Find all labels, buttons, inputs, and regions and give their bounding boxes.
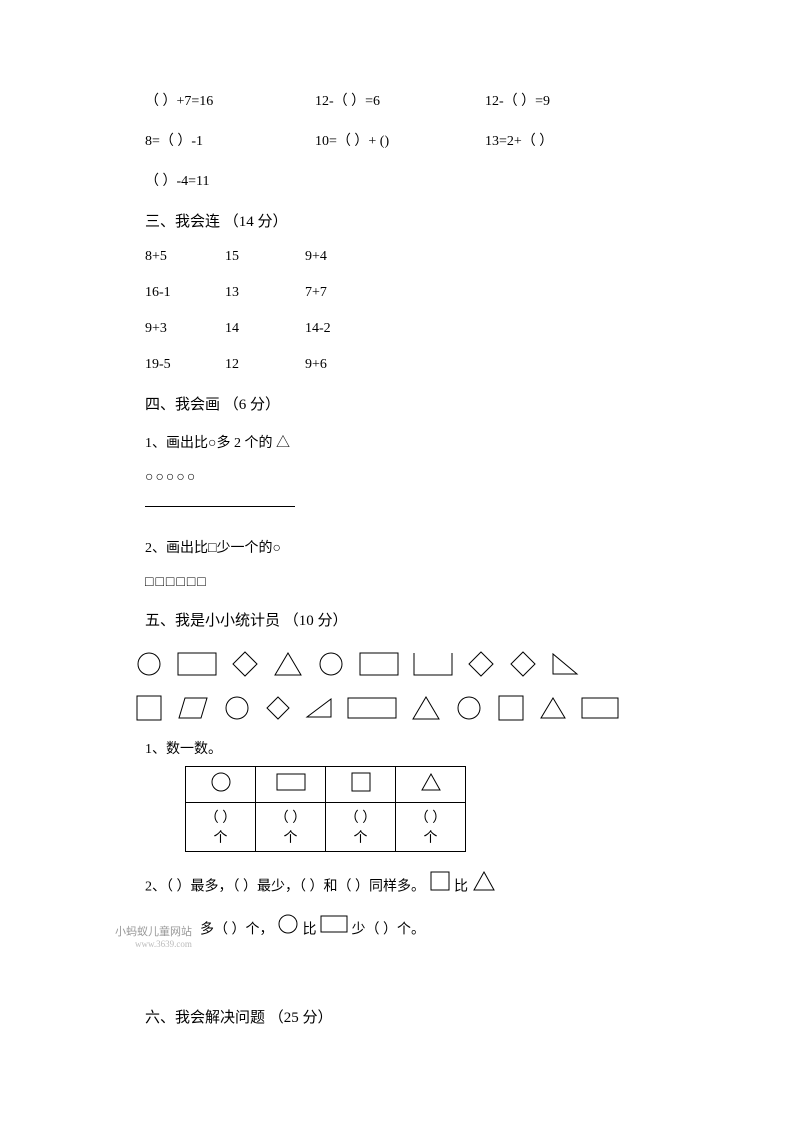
- m1b: 15: [225, 249, 265, 265]
- square-icon: [135, 694, 163, 722]
- watermark-url: www.3639.com: [135, 939, 192, 949]
- table-header-square: [326, 767, 396, 803]
- equation-row-3: （ ）-4=11: [145, 170, 648, 190]
- square-icon: [497, 694, 525, 722]
- circle-icon: [223, 694, 251, 722]
- circle-icon: [135, 650, 163, 678]
- diamond-icon: [509, 650, 537, 678]
- m4c: 9+6: [305, 357, 345, 373]
- triangle-icon: [472, 870, 496, 905]
- m1c: 9+4: [305, 249, 345, 265]
- eq-3a: （ ）-4=11: [145, 170, 265, 190]
- count-table: （ ）个 （ ）个 （ ）个 （ ）个: [185, 766, 466, 852]
- count-label: 1、数一数。: [145, 738, 648, 758]
- circles-row: ○○○○○: [145, 470, 648, 486]
- m3b: 14: [225, 321, 265, 337]
- table-cell-4: （ ）个: [396, 803, 466, 852]
- section-3-title: 三、我会连 （14 分）: [145, 210, 648, 231]
- q2-line1: 2、（ ）最多，（ ）最少，（ ）和（ ）同样多。: [145, 880, 425, 895]
- table-header-circle: [186, 767, 256, 803]
- m3a: 9+3: [145, 321, 185, 337]
- right-triangle-icon: [305, 697, 333, 719]
- section-6-title: 六、我会解决问题 （25 分）: [145, 1006, 648, 1027]
- m3c: 14-2: [305, 321, 345, 337]
- m1a: 8+5: [145, 249, 185, 265]
- answer-line: [145, 506, 295, 507]
- shape-row-2: [135, 694, 648, 722]
- match-row-1: 8+5 15 9+4: [145, 249, 648, 265]
- diamond-icon: [231, 650, 259, 678]
- watermark-text: 小蚂蚁儿童网站: [115, 923, 192, 939]
- equation-row-2: 8=（ ）-1 10=（ ）+ () 13=2+（ ）: [145, 130, 648, 150]
- diamond-icon: [467, 650, 495, 678]
- m2c: 7+7: [305, 285, 345, 301]
- triangle-icon: [411, 695, 441, 721]
- q2-line2a: 多（ ）个，: [200, 922, 274, 937]
- q2-line2: 多（ ）个， 比 少（ ）个。: [200, 913, 425, 948]
- triangle-icon: [539, 696, 567, 720]
- eq-1b: 12-（ ）=6: [315, 90, 435, 110]
- m4a: 19-5: [145, 357, 185, 373]
- eq-2a: 8=（ ）-1: [145, 130, 265, 150]
- section-5-title: 五、我是小小统计员 （10 分）: [145, 609, 648, 630]
- diamond-icon: [265, 695, 291, 721]
- section-4-q1: 1、画出比○多 2 个的 △: [145, 432, 648, 452]
- q2-line2b: 比: [303, 922, 317, 937]
- eq-2c: 13=2+（ ）: [485, 130, 605, 150]
- right-triangle-icon: [551, 652, 579, 676]
- eq-1a: （ ）+7=16: [145, 90, 265, 110]
- table-cell-2: （ ）个: [256, 803, 326, 852]
- open-rect-icon: [413, 652, 453, 676]
- q2-line2c: 少（ ）个。: [352, 922, 426, 937]
- rect-icon: [320, 915, 348, 946]
- equation-row-1: （ ）+7=16 12-（ ）=6 12-（ ）=9: [145, 90, 648, 110]
- match-row-3: 9+3 14 14-2: [145, 321, 648, 337]
- section-4-title: 四、我会画 （6 分）: [145, 393, 648, 414]
- rectangle-icon: [359, 652, 399, 676]
- table-cell-1: （ ）个: [186, 803, 256, 852]
- shape-row-1: [135, 650, 648, 678]
- triangle-icon: [273, 651, 303, 677]
- match-row-4: 19-5 12 9+6: [145, 357, 648, 373]
- shapes-area: [135, 650, 648, 722]
- table-cell-3: （ ）个: [326, 803, 396, 852]
- eq-2b: 10=（ ）+ (): [315, 130, 435, 150]
- parallelogram-icon: [177, 696, 209, 720]
- watermark-row: 小蚂蚁儿童网站 www.3639.com 多（ ）个， 比 少（ ）个。: [145, 913, 648, 956]
- table-header-rect: [256, 767, 326, 803]
- table-header-triangle: [396, 767, 466, 803]
- match-row-2: 16-1 13 7+7: [145, 285, 648, 301]
- section-4-q2: 2、画出比□少一个的○: [145, 537, 648, 557]
- m2b: 13: [225, 285, 265, 301]
- circle-icon: [455, 694, 483, 722]
- circle-icon: [317, 650, 345, 678]
- m4b: 12: [225, 357, 265, 373]
- rectangle-icon: [347, 697, 397, 719]
- q2-bi: 比: [454, 880, 468, 895]
- rectangle-icon: [177, 652, 217, 676]
- eq-1c: 12-（ ）=9: [485, 90, 605, 110]
- section-5-q2: 2、（ ）最多，（ ）最少，（ ）和（ ）同样多。 比: [145, 870, 648, 905]
- squares-row: □□□□□□: [145, 575, 648, 591]
- circle-icon: [277, 913, 299, 948]
- square-icon: [429, 870, 451, 905]
- rectangle-icon: [581, 697, 619, 719]
- m2a: 16-1: [145, 285, 185, 301]
